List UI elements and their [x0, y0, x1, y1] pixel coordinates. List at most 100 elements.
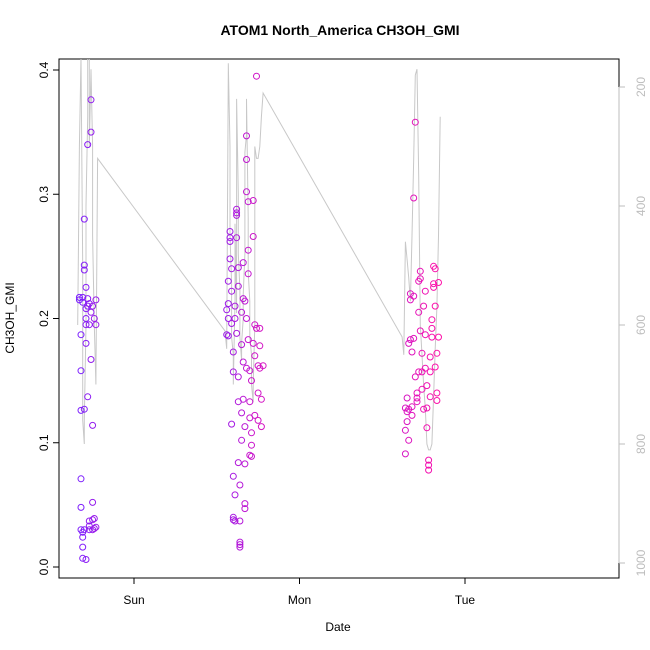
data-point	[229, 368, 237, 376]
data-point	[408, 403, 416, 411]
data-point	[244, 336, 252, 344]
data-point	[433, 389, 441, 397]
data-point	[426, 393, 434, 401]
x-tick-label: Mon	[288, 593, 311, 607]
data-point	[233, 234, 241, 242]
data-point	[423, 404, 431, 412]
data-point	[420, 405, 428, 413]
data-point	[428, 333, 436, 341]
data-point	[413, 389, 421, 397]
data-point	[77, 331, 85, 339]
data-point	[415, 308, 423, 316]
data-point	[89, 516, 97, 524]
data-point	[249, 339, 257, 347]
data-point	[82, 283, 90, 291]
data-point	[251, 411, 259, 419]
data-point	[224, 332, 232, 340]
data-point	[248, 429, 255, 437]
data-point	[234, 282, 242, 290]
data-point	[418, 385, 426, 393]
data-point	[251, 321, 259, 329]
data-point	[401, 404, 409, 412]
data-point	[233, 329, 241, 337]
data-point	[244, 246, 252, 254]
data-point	[406, 336, 414, 344]
data-point	[87, 308, 95, 316]
data-point	[79, 533, 87, 541]
data-point	[241, 505, 249, 513]
data-point	[238, 436, 246, 444]
data-point	[254, 416, 262, 424]
data-point	[87, 128, 95, 136]
data-point	[229, 513, 237, 521]
y-tick-label: 0.0	[37, 558, 51, 575]
data-point	[77, 503, 85, 511]
data-point	[249, 233, 257, 240]
data-point	[84, 141, 92, 149]
data-point	[410, 194, 418, 202]
pressure-line-layer	[77, 59, 441, 451]
data-point	[231, 491, 239, 499]
data-points-layer	[75, 72, 442, 563]
data-point	[236, 541, 244, 549]
data-point	[405, 339, 413, 347]
data-point	[228, 420, 236, 428]
data-point	[224, 300, 232, 308]
data-point	[431, 363, 439, 371]
data-point	[90, 315, 98, 322]
data-point	[256, 342, 264, 350]
data-point	[80, 526, 88, 534]
data-point	[79, 543, 87, 551]
data-point	[257, 423, 265, 431]
data-point	[79, 298, 87, 306]
data-point	[403, 394, 411, 402]
y-tick-label: 0.3	[37, 186, 51, 203]
data-point	[79, 293, 87, 301]
data-point	[239, 395, 247, 403]
data-point	[248, 441, 255, 449]
data-point	[236, 481, 244, 489]
data-point	[241, 460, 249, 468]
data-point	[433, 349, 441, 357]
data-point	[435, 333, 442, 341]
data-point	[408, 348, 416, 356]
data-point	[257, 395, 265, 403]
data-point	[85, 321, 93, 329]
data-point	[246, 451, 254, 459]
data-point	[411, 373, 419, 381]
y2-tick-label: 200	[634, 77, 648, 97]
data-point	[416, 267, 424, 275]
data-point	[248, 452, 255, 460]
data-point	[84, 295, 92, 303]
data-point	[401, 450, 409, 458]
data-point	[80, 261, 88, 269]
y-axis-label: CH3OH_GMI	[3, 282, 17, 353]
data-point	[256, 324, 264, 332]
data-point	[238, 409, 246, 417]
data-point	[236, 543, 244, 551]
data-point	[426, 368, 434, 376]
data-point	[430, 283, 438, 291]
pressure-line	[77, 59, 441, 451]
data-point	[236, 538, 244, 546]
data-point	[239, 358, 247, 366]
data-point	[246, 398, 254, 406]
data-point	[224, 315, 232, 322]
data-point	[244, 270, 252, 278]
data-point	[87, 356, 95, 363]
data-point	[426, 353, 434, 361]
data-point	[79, 554, 87, 562]
data-point	[254, 389, 262, 397]
chart-title: ATOM1 North_America CH3OH_GMI	[220, 22, 459, 38]
data-point	[430, 280, 438, 288]
data-point	[82, 556, 90, 563]
data-point	[259, 362, 267, 370]
y2-tick-label: 600	[634, 315, 648, 335]
data-point	[423, 424, 431, 432]
data-point	[435, 279, 442, 286]
data-point	[77, 475, 85, 483]
data-point	[82, 339, 90, 347]
data-point	[246, 367, 254, 375]
data-point	[416, 275, 424, 283]
